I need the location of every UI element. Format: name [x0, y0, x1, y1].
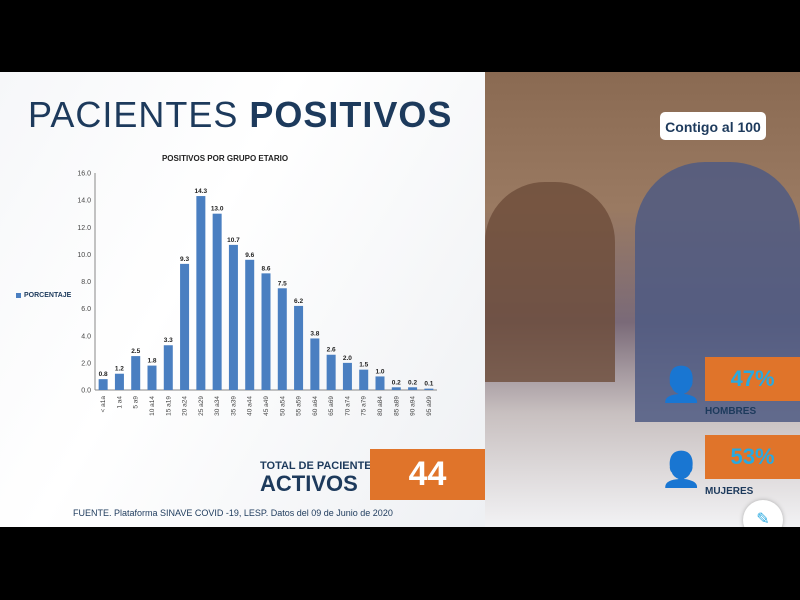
photo-panel: Contigo al 100 👤 47% HOMBRES 👤 53% MUJER… — [485, 72, 800, 527]
total-label: TOTAL DE PACIENTES — [260, 460, 379, 472]
bar — [196, 196, 206, 390]
y-tick-label: 14.0 — [77, 198, 91, 205]
x-tick-label: 35 a39 — [230, 396, 237, 416]
data-label: 1.5 — [359, 362, 368, 369]
edit-button[interactable]: ✎ — [743, 500, 783, 527]
bar — [294, 305, 304, 390]
bar — [408, 387, 418, 390]
data-label: 3.8 — [310, 330, 319, 337]
bar — [228, 244, 238, 390]
x-tick-label: 15 a19 — [165, 396, 172, 416]
x-tick-label: 95 a99 — [426, 396, 433, 416]
bar — [326, 354, 336, 390]
total-value: 44 — [370, 449, 485, 500]
data-label: 0.2 — [392, 379, 401, 386]
data-label: 1.2 — [115, 366, 124, 373]
legend-label: PORCENTAJE — [24, 292, 72, 299]
y-tick-label: 8.0 — [81, 279, 91, 286]
bar — [424, 388, 434, 390]
data-label: 0.8 — [99, 371, 108, 378]
data-label: 9.3 — [180, 256, 189, 263]
x-tick-label: 70 a74 — [344, 396, 351, 416]
bar — [342, 362, 352, 390]
bar — [98, 379, 108, 390]
x-tick-label: 30 a34 — [214, 396, 221, 416]
data-label: 1.8 — [147, 358, 156, 365]
data-label: 0.1 — [424, 381, 433, 388]
data-label: 14.3 — [195, 188, 208, 195]
x-tick-label: 65 a69 — [328, 396, 335, 416]
total-activos: ACTIVOS — [260, 471, 358, 496]
data-label: 2.5 — [131, 348, 140, 355]
data-label: 6.2 — [294, 298, 303, 305]
data-label: 3.3 — [164, 337, 173, 344]
x-tick-label: 50 a54 — [279, 396, 286, 416]
bar — [277, 288, 287, 390]
y-tick-label: 0.0 — [81, 388, 91, 395]
x-tick-label: 10 a14 — [149, 396, 156, 416]
women-label: MUJERES — [705, 486, 754, 497]
bar — [180, 263, 190, 390]
bar — [147, 365, 157, 390]
y-tick-label: 16.0 — [77, 171, 91, 178]
x-tick-label: 60 a64 — [312, 396, 319, 416]
x-tick-label: 5 a9 — [133, 396, 140, 409]
bar — [359, 369, 369, 390]
title-light: PACIENTES — [28, 94, 250, 135]
data-label: 0.2 — [408, 379, 417, 386]
x-tick-label: 75 a79 — [361, 396, 368, 416]
x-tick-label: 1 a4 — [116, 396, 123, 409]
data-label: 9.6 — [245, 252, 254, 259]
patient-photo — [485, 182, 615, 382]
data-label: 8.6 — [261, 265, 270, 272]
data-label: 10.7 — [227, 237, 240, 244]
men-percent: 47% — [705, 357, 800, 401]
y-tick-label: 4.0 — [81, 333, 91, 340]
data-label: 2.6 — [327, 347, 336, 354]
bar — [261, 273, 271, 390]
bar — [391, 387, 401, 390]
data-label: 13.0 — [211, 206, 224, 213]
data-label: 7.5 — [278, 280, 287, 287]
woman-icon: 👤 — [660, 451, 703, 489]
x-tick-label: 85 a89 — [393, 396, 400, 416]
bar — [163, 345, 173, 390]
source-note: FUENTE. Plataforma SINAVE COVID -19, LES… — [73, 508, 393, 518]
data-label: 2.0 — [343, 355, 352, 362]
bar — [212, 213, 222, 390]
bar — [310, 338, 320, 390]
men-label: HOMBRES — [705, 406, 757, 417]
bar — [114, 373, 124, 390]
x-tick-label: 45 a49 — [263, 396, 270, 416]
women-percent: 53% — [705, 435, 800, 479]
data-label: 1.0 — [375, 368, 384, 375]
chart-legend: PORCENTAJE — [16, 292, 71, 299]
left-panel: PACIENTES POSITIVOS POSITIVOS POR GRUPO … — [0, 72, 485, 527]
bar — [131, 356, 141, 390]
title-bold: POSITIVOS — [249, 94, 453, 135]
legend-swatch — [16, 293, 21, 298]
y-tick-label: 2.0 — [81, 360, 91, 367]
page-title: PACIENTES POSITIVOS — [28, 94, 452, 136]
age-group-chart: POSITIVOS POR GRUPO ETARIO 0.0 2.0 4.0 6.0 8… — [77, 154, 437, 416]
man-icon: 👤 — [660, 366, 703, 404]
x-tick-label: < a1a — [100, 396, 107, 413]
x-tick-label: 25 a29 — [198, 396, 205, 416]
logo: Contigo al 100 — [660, 112, 766, 140]
slide: PACIENTES POSITIVOS POSITIVOS POR GRUPO … — [0, 72, 800, 527]
x-tick-label: 90 a94 — [410, 396, 417, 416]
y-tick-label: 10.0 — [77, 252, 91, 259]
x-tick-label: 55 a59 — [296, 396, 303, 416]
bar — [375, 376, 385, 390]
x-tick-label: 80 a84 — [377, 396, 384, 416]
y-tick-label: 12.0 — [77, 225, 91, 232]
x-tick-label: 40 a44 — [247, 396, 254, 416]
chart-title: POSITIVOS POR GRUPO ETARIO — [162, 154, 288, 163]
bar — [245, 259, 255, 390]
y-tick-label: 6.0 — [81, 306, 91, 313]
x-tick-label: 20 a24 — [182, 396, 189, 416]
